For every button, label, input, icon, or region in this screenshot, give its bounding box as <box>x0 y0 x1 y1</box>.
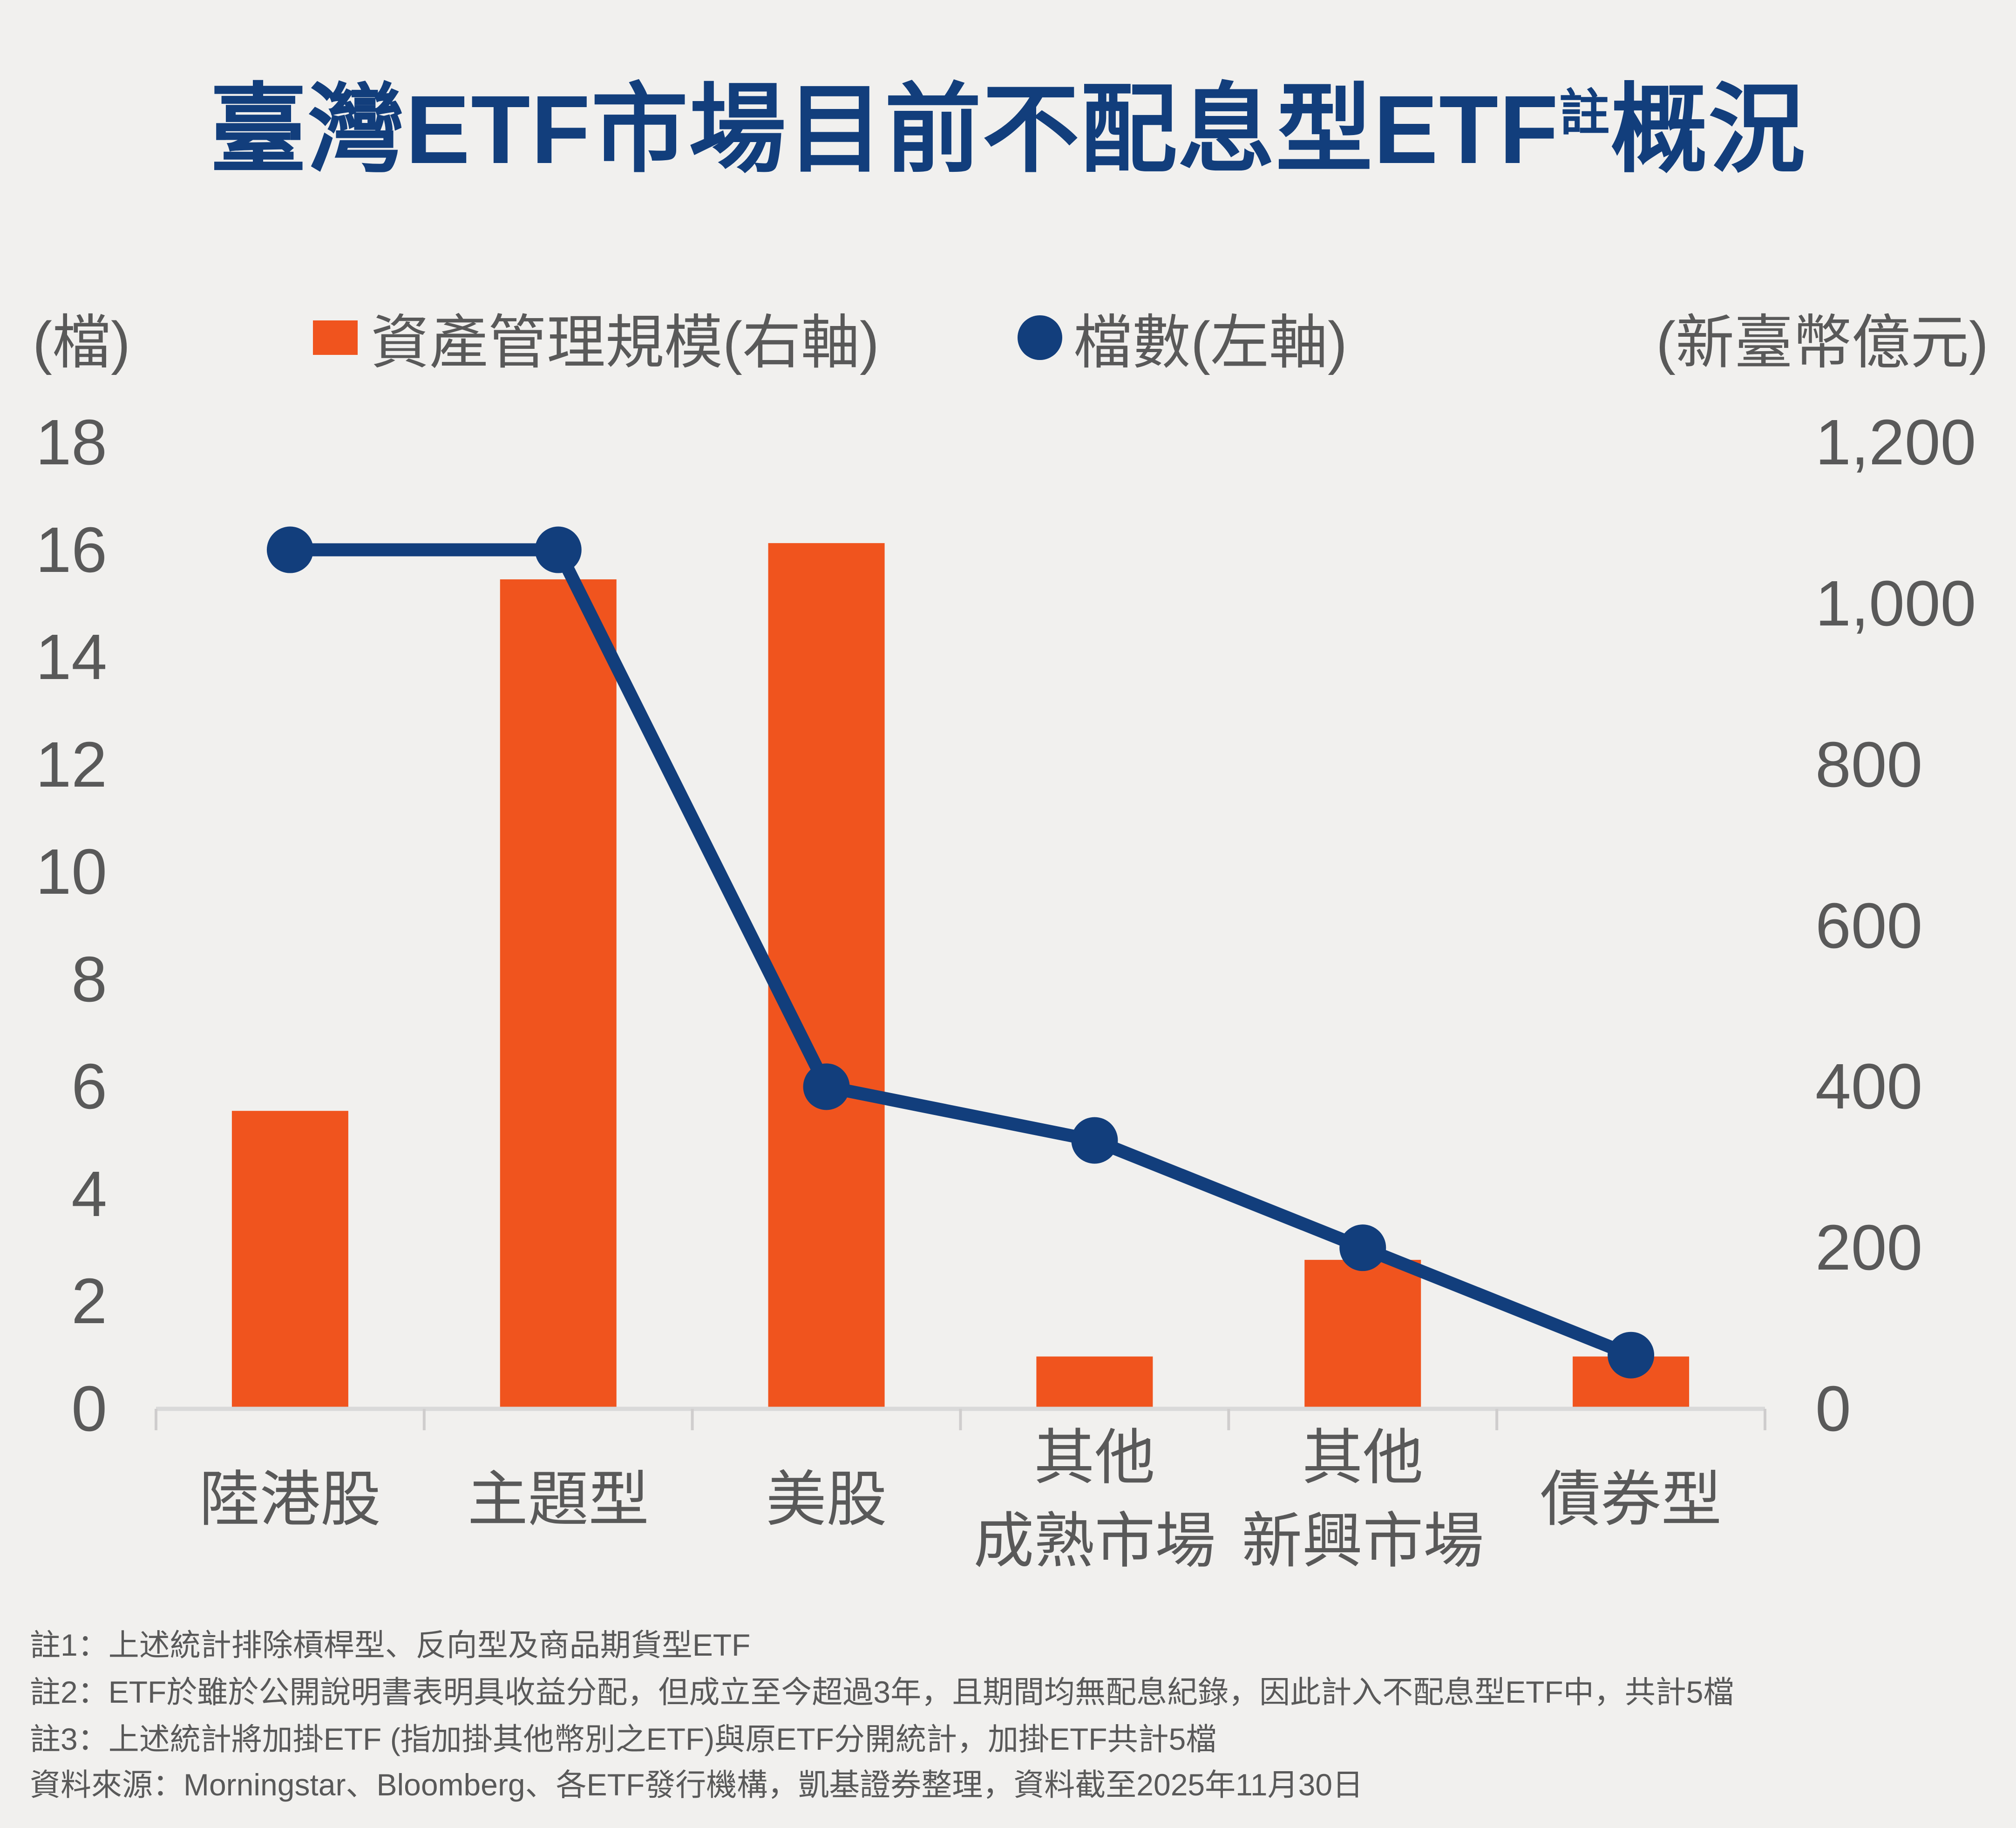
title-text-suffix: 概況 <box>1610 76 1806 184</box>
legend-count-label: 檔數(左軸) <box>1073 310 1347 375</box>
footnote-2: 註2：ETF於雖於公開說明書表明具收益分配，但成立至今超過3年，且期間均無配息紀… <box>30 1675 1734 1709</box>
footnote-1: 註1：上述統計排除槓桿型、反向型及商品期貨型ETF <box>30 1628 751 1662</box>
left-axis-tick-12: 12 <box>35 728 108 801</box>
page-title: 臺灣ETF市場目前不配息型ETF註概況 <box>0 75 2016 186</box>
count-point-4 <box>1339 1224 1386 1271</box>
category-label-3: 其他 成熟市場 <box>973 1423 1216 1575</box>
left-axis-tick-2: 2 <box>71 1265 107 1338</box>
right-axis-tick-600: 600 <box>1815 890 1923 962</box>
legend-bar-swatch-icon <box>313 320 358 355</box>
title-text: 臺灣ETF市場目前不配息型ETF <box>210 76 1560 184</box>
title-superscript-note: 註 <box>1559 84 1611 141</box>
left-axis-unit-label: (檔) <box>33 310 130 375</box>
legend-line-dot-icon <box>1018 315 1062 360</box>
legend-item-count: 檔數(左軸) <box>1018 286 1347 389</box>
aum-bar-3 <box>1036 1356 1153 1409</box>
right-axis-tick-1,200: 1,200 <box>1815 407 1976 478</box>
left-axis-tick-16: 16 <box>35 514 108 586</box>
count-point-1 <box>535 526 582 573</box>
left-axis-tick-10: 10 <box>35 836 108 908</box>
aum-bar-2 <box>768 543 885 1409</box>
right-axis-tick-800: 800 <box>1815 728 1923 801</box>
count-point-5 <box>1608 1332 1655 1379</box>
category-label-2: 美股 <box>766 1465 887 1534</box>
count-line <box>290 543 1634 1361</box>
count-point-3 <box>1071 1117 1118 1164</box>
count-point-2 <box>803 1063 850 1110</box>
footnotes-block: 註1：上述統計排除槓桿型、反向型及商品期貨型ETF 註2：ETF於雖於公開說明書… <box>30 1622 1734 1763</box>
right-axis-tick-0: 0 <box>1815 1373 1851 1445</box>
left-axis-tick-6: 6 <box>71 1051 107 1123</box>
category-label-5: 債券型 <box>1540 1465 1722 1534</box>
legend-item-aum: 資產管理規模(右軸) <box>313 286 879 389</box>
category-label-4: 其他 新興市場 <box>1242 1423 1484 1575</box>
left-axis-tick-14: 14 <box>35 621 108 693</box>
left-axis-tick-4: 4 <box>71 1158 107 1230</box>
aum-bar-1 <box>500 579 617 1409</box>
left-axis-tick-8: 8 <box>71 943 107 1015</box>
aum-bar-4 <box>1304 1260 1421 1409</box>
aum-bar-0 <box>231 1111 348 1409</box>
category-label-1: 主題型 <box>467 1465 649 1534</box>
right-axis-tick-400: 400 <box>1815 1051 1923 1123</box>
legend-aum-label: 資產管理規模(右軸) <box>371 310 879 375</box>
right-axis-tick-1,000: 1,000 <box>1815 567 1976 639</box>
category-label-0: 陸港股 <box>199 1465 381 1534</box>
source-line: 資料來源：Morningstar、Bloomberg、各ETF發行機構，凱基證券… <box>30 1767 1364 1802</box>
left-axis-tick-18: 18 <box>35 407 108 478</box>
right-axis-unit-label: (新臺幣億元) <box>1656 310 1989 375</box>
footnote-3: 註3：上述統計將加掛ETF (指加掛其他幣別之ETF)與原ETF分開統計，加掛E… <box>30 1722 1217 1756</box>
count-point-0 <box>266 526 313 573</box>
left-axis-tick-0: 0 <box>71 1373 107 1445</box>
right-axis-tick-200: 200 <box>1815 1212 1923 1284</box>
